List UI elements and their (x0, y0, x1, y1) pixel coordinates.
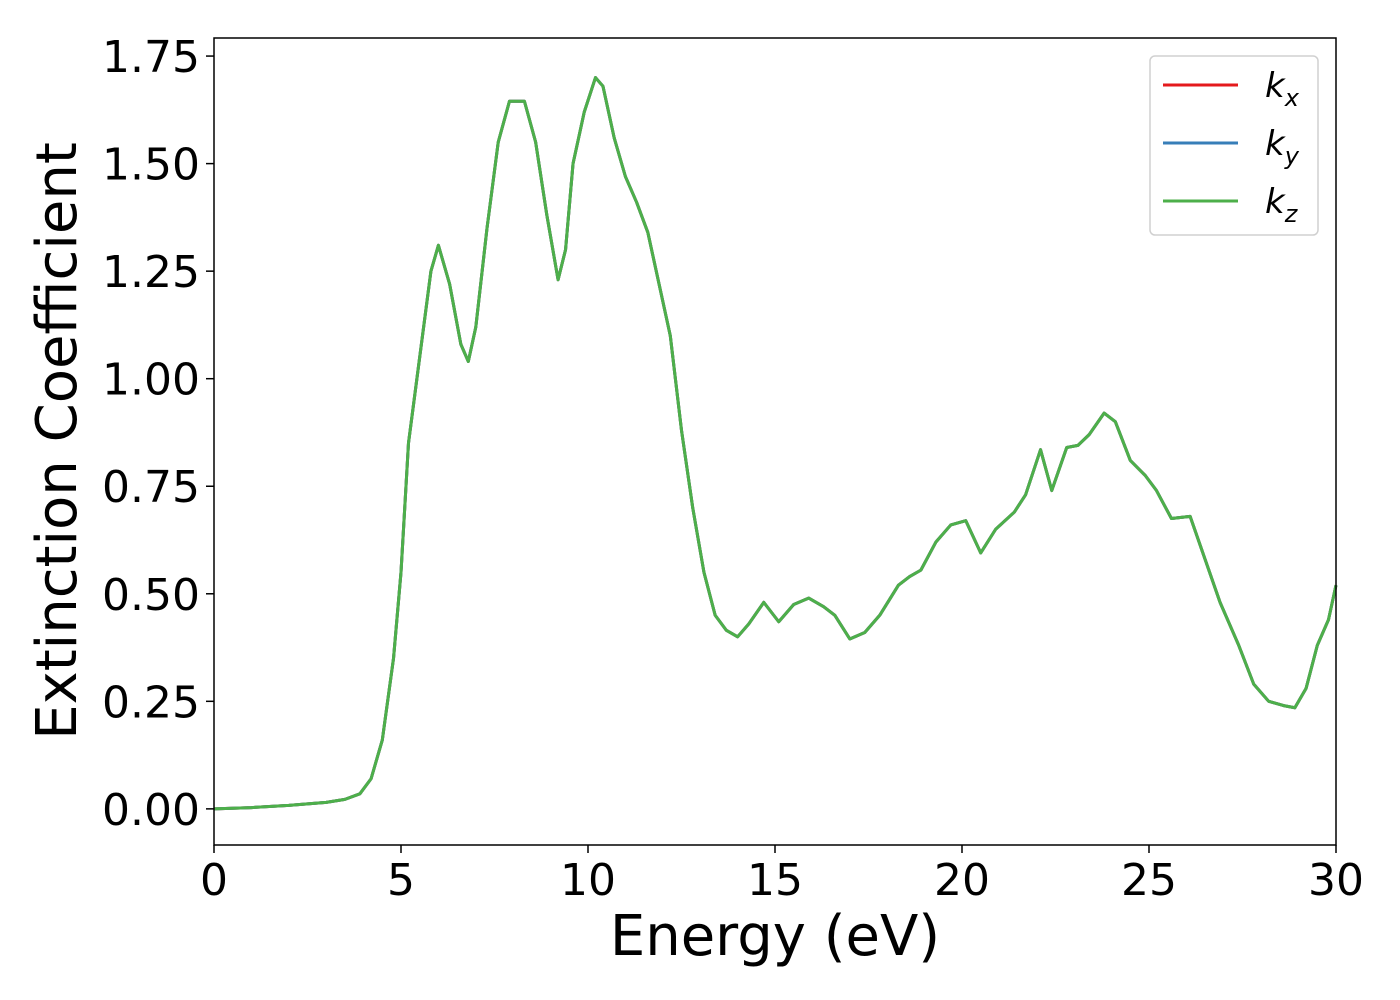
y-tick-label: 0.50 (102, 570, 200, 621)
legend-label: kz (1265, 182, 1299, 228)
y-axis-label: Extinction Coefficient (25, 142, 90, 740)
x-axis-label: Energy (eV) (610, 904, 940, 969)
y-tick-label: 0.00 (102, 785, 200, 836)
y-tick-label: 1.00 (102, 355, 200, 406)
x-tick-label: 5 (387, 855, 415, 906)
y-tick-label: 1.75 (102, 32, 200, 83)
legend-label: kx (1265, 66, 1300, 112)
legend: kx ky kz (1149, 55, 1319, 236)
legend-label: ky (1265, 124, 1300, 170)
legend-box (1149, 55, 1319, 236)
x-tick-label: 10 (560, 855, 616, 906)
y-tick-label: 1.25 (102, 247, 200, 298)
y-tick-label: 0.25 (102, 677, 200, 728)
data-line (213, 76, 1338, 811)
x-tick-label: 30 (1308, 855, 1364, 906)
y-tick-label: 0.75 (102, 462, 200, 513)
x-tick-label: 20 (934, 855, 990, 906)
plot-frame (213, 37, 1337, 846)
x-tick-label: 25 (1121, 855, 1177, 906)
x-tick-label: 0 (200, 855, 228, 906)
x-tick-label: 15 (747, 855, 803, 906)
y-tick-label: 1.50 (102, 140, 200, 191)
